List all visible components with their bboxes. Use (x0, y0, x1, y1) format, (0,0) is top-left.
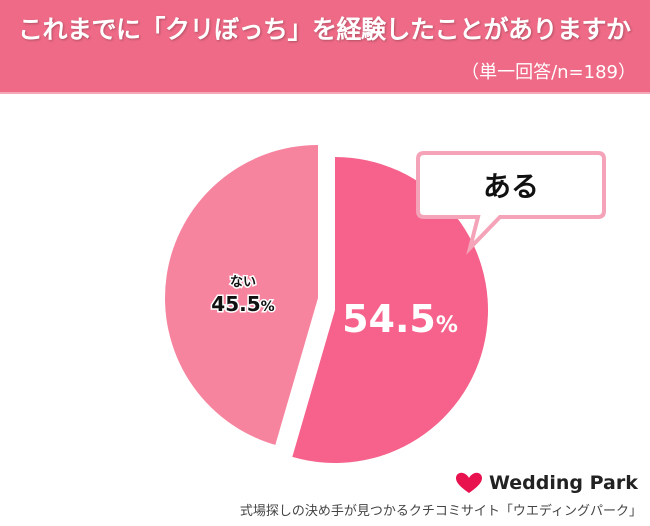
unit-aru: % (436, 313, 458, 338)
tagline: 式場探しの決め手が見つかるクチコミサイト「ウエディングパーク」 (239, 504, 642, 519)
heart-icon (456, 472, 482, 493)
category-label-nai: ない (230, 275, 256, 290)
unit-nai: % (261, 299, 275, 315)
wedding-park-logo: Wedding Park (455, 472, 638, 494)
chart-subtitle: （単一回答/n=189） (461, 62, 636, 83)
value-nai: 45.5 (211, 292, 260, 316)
value-aru: 54.5 (342, 297, 436, 341)
pie-slice-nai (164, 145, 318, 445)
chart-title: これまでに「クリぼっち」を経験したことがありますか (18, 15, 631, 44)
logo-text: Wedding Park (489, 472, 638, 494)
callout-label: ある (483, 170, 539, 203)
data-label-aru: 54.5% (342, 297, 458, 341)
callout-box (416, 151, 606, 255)
data-label-nai: 45.5% (211, 292, 274, 316)
pie-slice-aru (292, 157, 488, 463)
header-banner: これまでに「クリぼっち」を経験したことがありますか （単一回答/n=189） (0, 0, 650, 94)
